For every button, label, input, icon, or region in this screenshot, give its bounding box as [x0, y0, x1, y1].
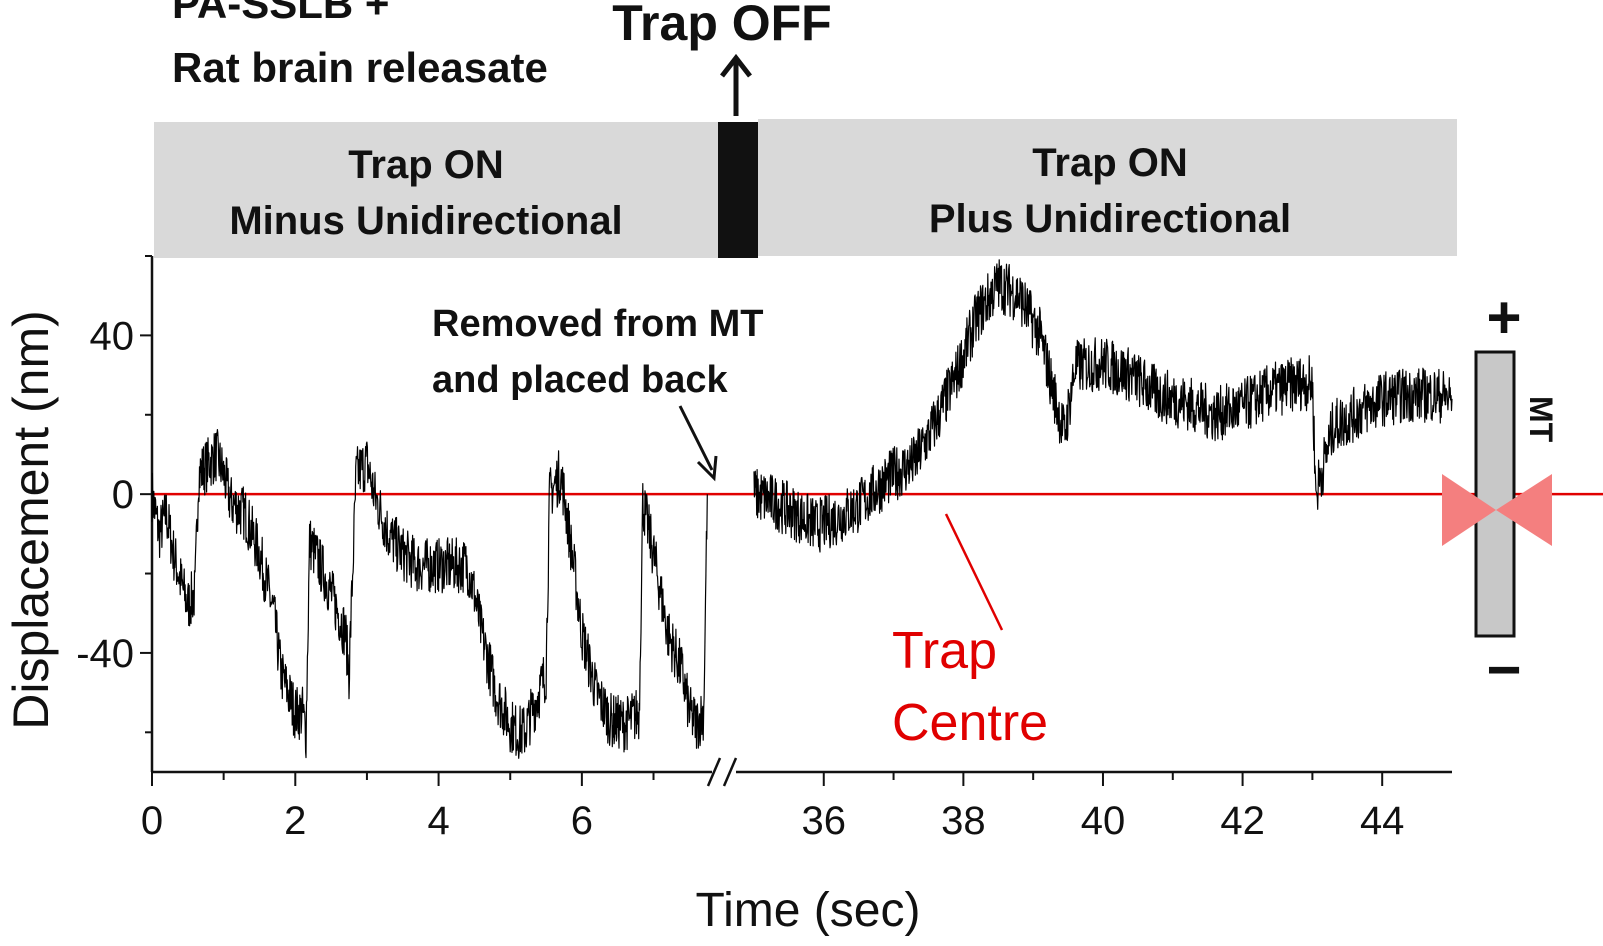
- x-tick-label: 4: [427, 799, 449, 843]
- x-tick-label: 6: [571, 799, 593, 843]
- trap-off-arrow-icon: [720, 53, 752, 116]
- mt-schematic: + − MT: [1442, 284, 1559, 703]
- trap-centre-pointer: [944, 513, 1004, 631]
- condition-title-line2: Rat brain releasate: [172, 44, 548, 91]
- phase-left-line1: Trap ON: [348, 143, 504, 187]
- x-tick-label: 42: [1220, 799, 1265, 843]
- trap-centre-label-line2: Centre: [892, 694, 1048, 752]
- phase-box-plus: [758, 119, 1457, 256]
- removed-annotation-line1: Removed from MT: [432, 303, 763, 345]
- mt-minus-label: −: [1486, 636, 1521, 703]
- mt-label: MT: [1523, 396, 1559, 443]
- y-tick-label: -40: [76, 632, 134, 676]
- x-tick-label: 2: [284, 799, 306, 843]
- mt-plus-label: +: [1486, 284, 1521, 351]
- trap-centre-label-line1: Trap: [892, 622, 997, 680]
- trap-off-bar: [718, 122, 758, 258]
- mt-rod: [1474, 350, 1516, 638]
- phase-right-line1: Trap ON: [1032, 141, 1188, 185]
- axis-break-mark: [706, 757, 722, 787]
- x-tick-label: 36: [802, 799, 847, 843]
- trap-off-label: Trap OFF: [612, 0, 831, 51]
- condition-title-line1: PA-SSLB +: [172, 0, 389, 27]
- displacement-trace: [151, 429, 708, 759]
- x-tick-label: 38: [941, 799, 986, 843]
- phase-right-line2: Plus Unidirectional: [929, 197, 1291, 241]
- x-tick-label: 0: [141, 799, 163, 843]
- optical-trap-icon: [1442, 474, 1496, 546]
- axis-break-mark: [722, 757, 738, 787]
- x-tick-label: 40: [1081, 799, 1126, 843]
- displacement-trace: [753, 259, 1453, 553]
- x-tick-label: 44: [1360, 799, 1405, 843]
- optical-trap-icon-right: [1496, 474, 1552, 546]
- phase-left-line2: Minus Unidirectional: [229, 199, 622, 243]
- removed-annotation-arrow-icon: [678, 405, 718, 482]
- y-tick-label: 40: [90, 314, 135, 358]
- x-axis-title: Time (sec): [696, 884, 921, 937]
- plot-area: -40 0 40 0 2 4 6 36 38 40 42 44: [76, 255, 1603, 843]
- phase-box-minus: [154, 122, 720, 258]
- y-tick-label: 0: [112, 473, 134, 517]
- y-axis-title: Displacement (nm): [3, 310, 59, 730]
- removed-annotation-line2: and placed back: [432, 359, 729, 401]
